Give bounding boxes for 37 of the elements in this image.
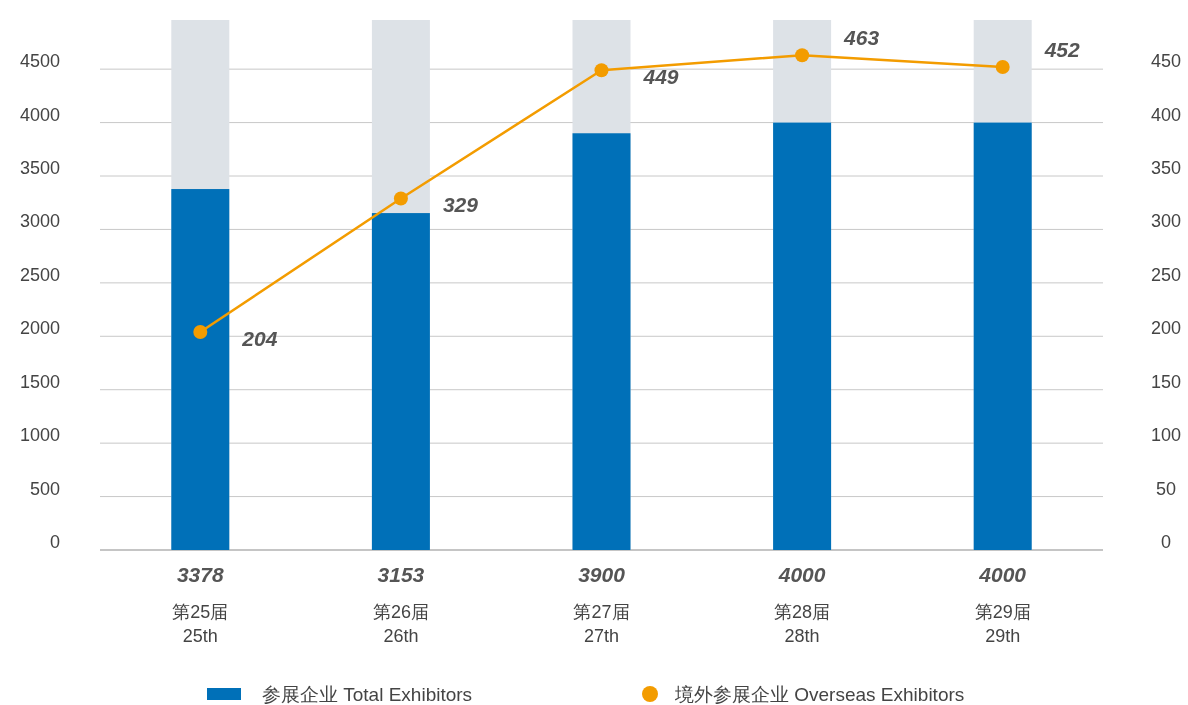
y-tick-label: 500 xyxy=(29,478,60,499)
y-tick-label: 1500 xyxy=(19,371,60,392)
y2-tick-label: 150 xyxy=(1150,371,1182,392)
data-label: 329 xyxy=(442,193,479,217)
y-tick-label: 2500 xyxy=(19,264,60,285)
data-label: 452 xyxy=(1043,38,1081,62)
y-tick-label: 1000 xyxy=(19,425,60,446)
x-tick-label: 第26届 26th xyxy=(372,602,429,646)
x-tick-label: 第28届 28th xyxy=(774,602,831,646)
x-tick-label: 第25届 25th xyxy=(172,602,229,646)
y2-tick-label: 200 xyxy=(1150,318,1182,339)
y-tick-label: 3000 xyxy=(19,211,60,232)
x-tick-label: 第29届 29th xyxy=(974,602,1031,646)
y-tick-label: 3500 xyxy=(19,158,60,179)
data-label: 449 xyxy=(642,65,679,89)
y2-tick-label: 300 xyxy=(1150,211,1182,232)
x-tick-label: 第27届 27th xyxy=(573,602,630,646)
legend-label: 境外参展企业 Overseas Exhibitors xyxy=(674,684,965,705)
y2-tick-label: 400 xyxy=(1150,104,1182,125)
legend-label: 参展企业 Total Exhibitors xyxy=(262,684,473,705)
y2-tick-label: 0 xyxy=(1160,532,1172,552)
y2-tick-label: 50 xyxy=(1155,478,1177,499)
y2-tick-label: 450 xyxy=(1150,51,1182,72)
data-label: 3153 xyxy=(377,563,425,586)
data-label: 4000 xyxy=(777,563,826,586)
y-tick-label: 2000 xyxy=(19,318,60,339)
y2-tick-label: 350 xyxy=(1150,158,1182,179)
data-label: 3900 xyxy=(578,563,626,586)
data-label: 463 xyxy=(843,26,880,50)
y-tick-label: 4000 xyxy=(19,104,60,125)
y-tick-label: 4500 xyxy=(19,51,60,72)
y2-tick-label: 250 xyxy=(1150,264,1182,285)
y-tick-label: 0 xyxy=(49,532,60,552)
data-label: 3378 xyxy=(176,563,224,586)
y2-tick-label: 100 xyxy=(1150,425,1182,446)
data-label: 204 xyxy=(241,327,278,351)
data-label: 4000 xyxy=(978,563,1027,586)
